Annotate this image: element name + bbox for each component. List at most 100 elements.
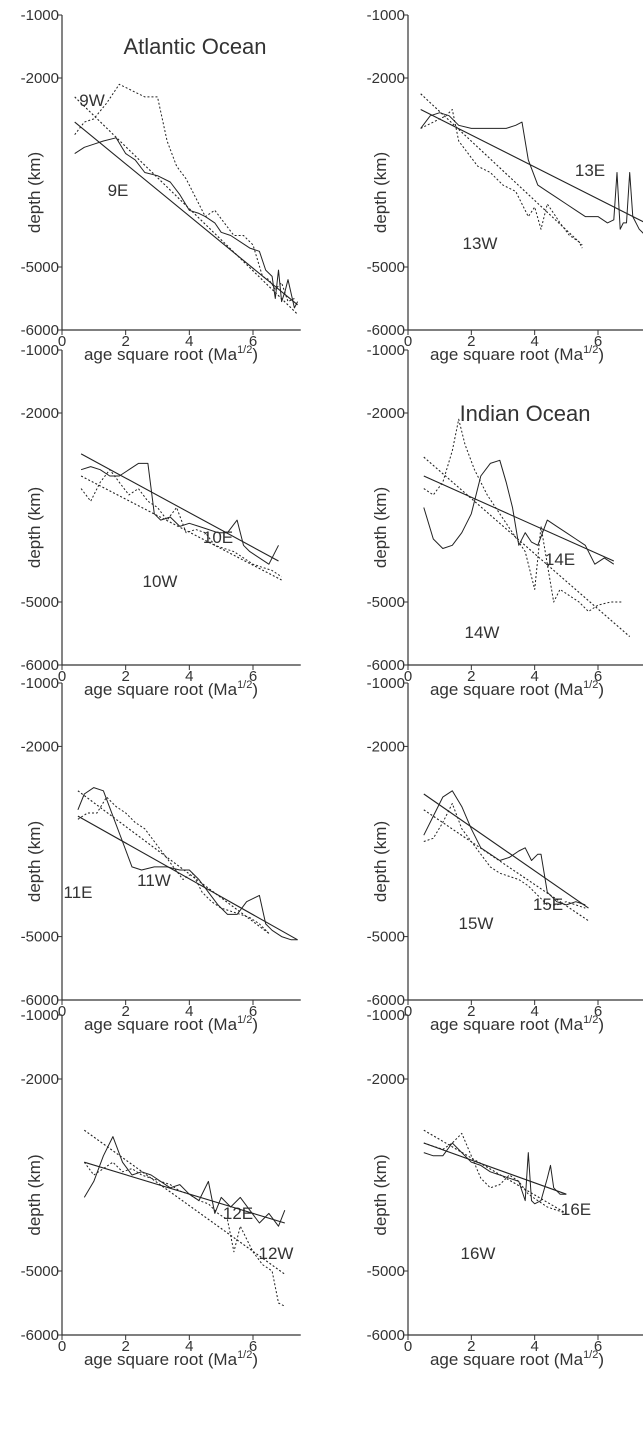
panel-title: Indian Ocean <box>460 401 591 426</box>
y-tick-label: -5000 <box>21 594 59 611</box>
x-tick-label: 2 <box>121 333 129 350</box>
x-tick-label: 4 <box>530 668 538 685</box>
y-tick-label: -1000 <box>21 675 59 692</box>
x-tick-label: 2 <box>121 1338 129 1355</box>
series-line-west <box>83 1161 286 1307</box>
y-tick-label: -5000 <box>21 259 59 276</box>
x-tick-label: 2 <box>121 1003 129 1020</box>
x-tick-label: 6 <box>249 333 257 350</box>
y-tick-label: -6000 <box>367 657 405 674</box>
series-line-west <box>423 1132 567 1214</box>
y-tick-label: -2000 <box>21 738 59 755</box>
series-line-west <box>77 796 270 934</box>
y-tick-label: -6000 <box>367 1327 405 1344</box>
x-tick-label: 6 <box>249 1338 257 1355</box>
series-line-east <box>423 790 586 906</box>
series-line-west <box>423 803 586 909</box>
series-label: 12W <box>259 1244 294 1263</box>
y-tick-label: -2000 <box>21 405 59 422</box>
series-line-west <box>423 418 624 612</box>
fit-line <box>77 815 298 941</box>
y-tick-label: -1000 <box>367 7 405 24</box>
x-tick-label: 2 <box>467 1338 475 1355</box>
series-line-west <box>420 109 583 249</box>
y-tick-label: -2000 <box>21 70 59 87</box>
fit-line <box>423 475 615 562</box>
x-axis-label: age square root (Ma1/2) <box>84 679 258 699</box>
series-label: 11W <box>137 871 171 890</box>
y-tick-label: -6000 <box>21 1327 59 1344</box>
y-tick-label: -2000 <box>367 70 405 87</box>
x-tick-label: 0 <box>404 1003 412 1020</box>
x-tick-label: 0 <box>404 1338 412 1355</box>
y-tick-label: -5000 <box>21 1263 59 1280</box>
x-tick-label: 2 <box>467 1003 475 1020</box>
y-axis-label: depth (km) <box>25 1154 44 1235</box>
fit-line <box>83 1129 286 1275</box>
series-line-east <box>80 462 279 565</box>
y-tick-label: -5000 <box>21 929 59 946</box>
x-tick-label: 6 <box>249 1003 257 1020</box>
x-tick-label: 6 <box>594 1338 602 1355</box>
y-axis-label: depth (km) <box>371 821 390 902</box>
x-tick-label: 4 <box>185 668 193 685</box>
y-tick-label: -6000 <box>21 992 59 1009</box>
x-tick-label: 4 <box>530 1338 538 1355</box>
y-axis-label: depth (km) <box>371 152 390 233</box>
x-axis-label: age square root (Ma1/2) <box>84 1349 258 1369</box>
x-axis-label: age square root (Ma1/2) <box>430 1349 604 1369</box>
y-tick-label: -1000 <box>367 1007 405 1024</box>
y-tick-label: -6000 <box>367 992 405 1009</box>
x-tick-label: 4 <box>530 1003 538 1020</box>
x-tick-label: 2 <box>467 333 475 350</box>
fit-line <box>77 790 270 934</box>
fit-line <box>84 1161 285 1224</box>
series-line-east <box>83 1136 286 1227</box>
x-axis-label: age square root (Ma1/2) <box>430 344 604 364</box>
series-label: 16W <box>461 1244 496 1263</box>
x-tick-label: 6 <box>249 668 257 685</box>
series-line-east <box>423 459 615 565</box>
fit-line <box>80 453 279 562</box>
panel-title: Atlantic Ocean <box>123 34 266 59</box>
series-label: 13W <box>463 234 498 253</box>
y-tick-label: -1000 <box>367 675 405 692</box>
x-axis-label: age square root (Ma1/2) <box>84 344 258 364</box>
series-label: 14W <box>465 623 500 642</box>
fit-line <box>423 1129 567 1214</box>
y-axis-label: depth (km) <box>25 152 44 233</box>
series-label: 14E <box>545 550 575 569</box>
y-axis-label: depth (km) <box>371 1154 390 1235</box>
x-tick-label: 4 <box>185 333 193 350</box>
y-tick-label: -1000 <box>21 7 59 24</box>
x-tick-label: 6 <box>594 1003 602 1020</box>
x-tick-label: 0 <box>58 1338 66 1355</box>
x-tick-label: 0 <box>404 333 412 350</box>
x-axis-label: age square root (Ma1/2) <box>430 1014 604 1034</box>
series-line-west <box>80 469 282 578</box>
y-tick-label: -2000 <box>367 738 405 755</box>
series-label: 9W <box>79 91 105 110</box>
x-tick-label: 4 <box>530 333 538 350</box>
series-line-east <box>74 137 299 309</box>
series-label: 15E <box>533 895 563 914</box>
y-tick-label: -6000 <box>367 322 405 339</box>
series-label: 11E <box>64 883 93 902</box>
fit-line <box>423 1142 567 1195</box>
fit-line <box>423 809 589 922</box>
y-tick-label: -1000 <box>21 342 59 359</box>
fit-line <box>423 793 589 909</box>
fit-line <box>420 93 583 246</box>
x-axis-label: age square root (Ma1/2) <box>84 1014 258 1034</box>
fit-line <box>80 475 282 581</box>
y-tick-label: -1000 <box>21 1007 59 1024</box>
y-tick-label: -6000 <box>21 322 59 339</box>
series-label: 12E <box>223 1204 253 1223</box>
y-tick-label: -5000 <box>367 929 405 946</box>
series-line-west <box>74 83 295 303</box>
series-line-east <box>77 787 298 941</box>
x-tick-label: 6 <box>594 668 602 685</box>
fit-line <box>420 109 643 223</box>
x-tick-label: 2 <box>121 668 129 685</box>
